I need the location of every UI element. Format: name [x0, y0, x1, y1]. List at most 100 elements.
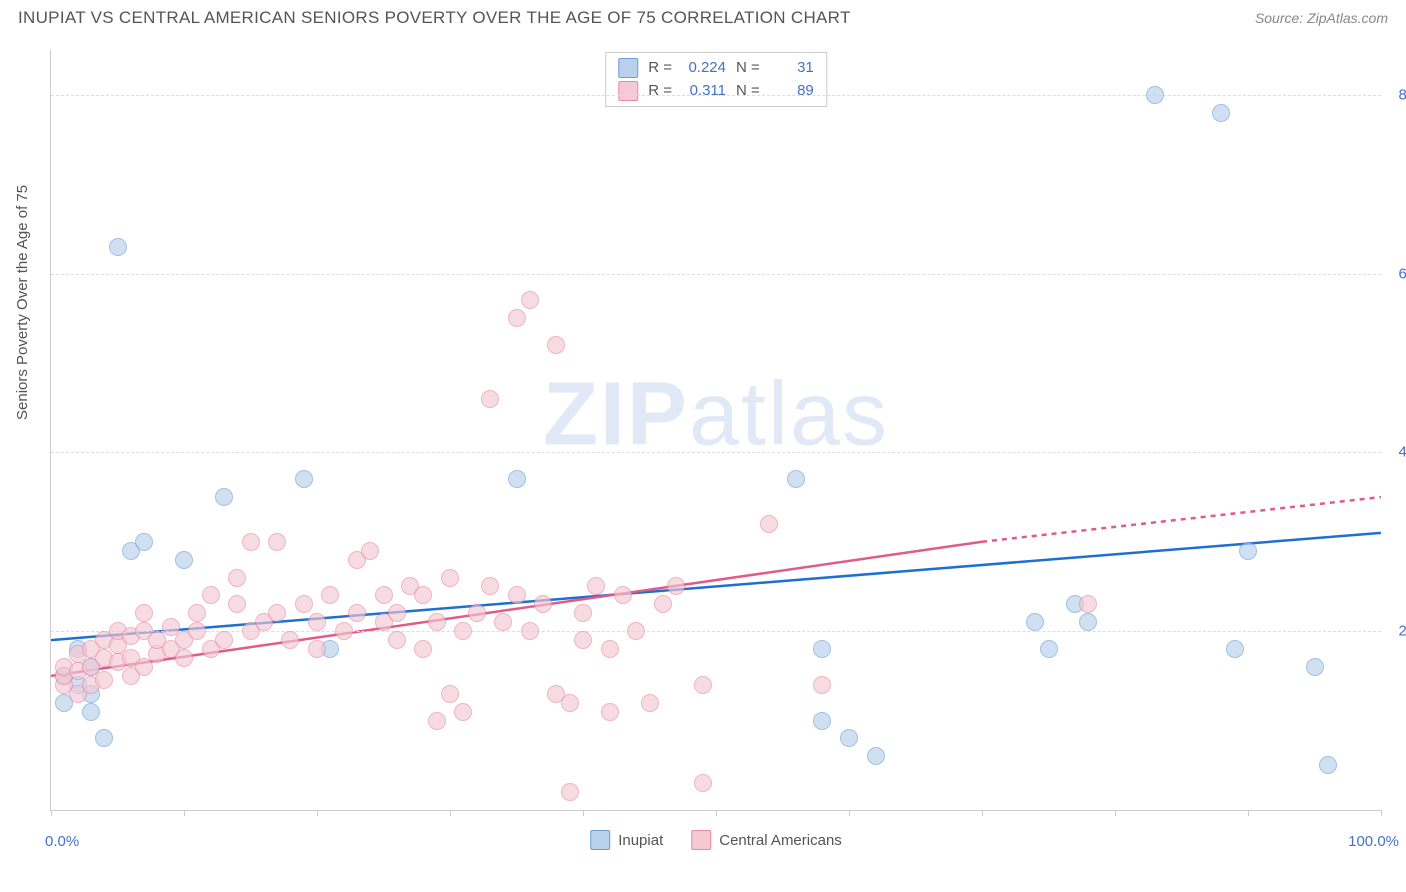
data-point [614, 586, 632, 604]
r-value-central: 0.311 [682, 80, 726, 103]
x-tick [1381, 810, 1382, 816]
r-label: R = [648, 57, 672, 80]
data-point [308, 613, 326, 631]
y-tick-label: 80.0% [1398, 86, 1406, 103]
data-point [1306, 658, 1324, 676]
data-point [441, 569, 459, 587]
data-point [1040, 640, 1058, 658]
y-tick-label: 60.0% [1398, 265, 1406, 282]
data-point [242, 533, 260, 551]
data-point [95, 729, 113, 747]
y-axis-title: Seniors Poverty Over the Age of 75 [14, 185, 31, 420]
chart-source: Source: ZipAtlas.com [1255, 10, 1388, 26]
data-point [840, 729, 858, 747]
scatter-chart: ZIPatlas R = 0.224 N = 31 R = 0.311 N = … [50, 50, 1381, 811]
data-point [1226, 640, 1244, 658]
data-point [813, 640, 831, 658]
x-tick [1248, 810, 1249, 816]
data-point [175, 649, 193, 667]
data-point [508, 309, 526, 327]
data-point [388, 631, 406, 649]
legend-label-central: Central Americans [719, 832, 842, 849]
data-point [587, 577, 605, 595]
x-tick [450, 810, 451, 816]
data-point [95, 671, 113, 689]
data-point [348, 604, 366, 622]
data-point [388, 604, 406, 622]
legend-item-central: Central Americans [691, 830, 842, 850]
data-point [534, 595, 552, 613]
data-point [481, 577, 499, 595]
data-point [428, 613, 446, 631]
data-point [1146, 86, 1164, 104]
data-point [641, 694, 659, 712]
data-point [1079, 613, 1097, 631]
data-point [82, 703, 100, 721]
watermark: ZIPatlas [543, 363, 889, 466]
data-point [813, 712, 831, 730]
n-label: N = [736, 80, 760, 103]
data-point [215, 488, 233, 506]
data-point [1319, 756, 1337, 774]
data-point [1026, 613, 1044, 631]
data-point [215, 631, 233, 649]
chart-title: INUPIAT VS CENTRAL AMERICAN SENIORS POVE… [18, 8, 851, 28]
data-point [308, 640, 326, 658]
gridline [51, 274, 1381, 275]
x-tick [184, 810, 185, 816]
data-point [175, 551, 193, 569]
data-point [468, 604, 486, 622]
watermark-bold: ZIP [543, 364, 689, 464]
data-point [521, 622, 539, 640]
data-point [760, 515, 778, 533]
data-point [561, 694, 579, 712]
data-point [867, 747, 885, 765]
data-point [228, 569, 246, 587]
data-point [321, 586, 339, 604]
r-label: R = [648, 80, 672, 103]
data-point [295, 595, 313, 613]
data-point [1212, 104, 1230, 122]
x-tick [849, 810, 850, 816]
swatch-central [618, 81, 638, 101]
data-point [135, 533, 153, 551]
data-point [1079, 595, 1097, 613]
data-point [561, 783, 579, 801]
x-tick [716, 810, 717, 816]
data-point [268, 604, 286, 622]
data-point [787, 470, 805, 488]
data-point [574, 604, 592, 622]
data-point [494, 613, 512, 631]
data-point [521, 291, 539, 309]
data-point [627, 622, 645, 640]
data-point [508, 470, 526, 488]
data-point [508, 586, 526, 604]
data-point [601, 640, 619, 658]
data-point [414, 586, 432, 604]
data-point [335, 622, 353, 640]
stats-row-inupiat: R = 0.224 N = 31 [618, 57, 814, 80]
r-value-inupiat: 0.224 [682, 57, 726, 80]
data-point [574, 631, 592, 649]
data-point [268, 533, 286, 551]
data-point [547, 336, 565, 354]
x-tick [317, 810, 318, 816]
data-point [441, 685, 459, 703]
x-tick [1115, 810, 1116, 816]
stats-legend: R = 0.224 N = 31 R = 0.311 N = 89 [605, 52, 827, 107]
gridline [51, 95, 1381, 96]
swatch-central-b [691, 830, 711, 850]
x-tick [583, 810, 584, 816]
stats-row-central: R = 0.311 N = 89 [618, 80, 814, 103]
legend-label-inupiat: Inupiat [618, 832, 663, 849]
n-label: N = [736, 57, 760, 80]
watermark-rest: atlas [689, 364, 889, 464]
y-tick-label: 20.0% [1398, 623, 1406, 640]
data-point [281, 631, 299, 649]
x-tick [51, 810, 52, 816]
x-axis-max-label: 100.0% [1348, 833, 1399, 850]
data-point [202, 586, 220, 604]
swatch-inupiat-b [590, 830, 610, 850]
data-point [654, 595, 672, 613]
data-point [481, 390, 499, 408]
